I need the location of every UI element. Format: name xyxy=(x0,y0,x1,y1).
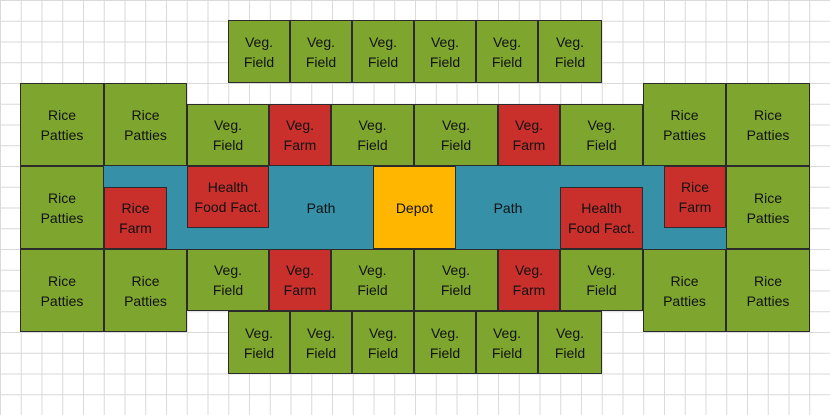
rice-patties-tile: Rice Patties xyxy=(20,166,104,249)
rice-farm-tile: Rice Farm xyxy=(664,166,726,228)
veg-field-tile: Veg. Field xyxy=(352,20,414,83)
veg-field-tile: Veg. Field xyxy=(538,20,602,83)
rice-patties-tile: Rice Patties xyxy=(104,249,187,332)
rice-patties-tile: Rice Patties xyxy=(104,83,187,166)
veg-farm-tile: Veg. Farm xyxy=(498,104,560,166)
veg-field-tile: Veg. Field xyxy=(290,20,352,83)
veg-field-tile: Veg. Field xyxy=(476,20,538,83)
veg-field-tile: Veg. Field xyxy=(228,20,290,83)
veg-farm-tile: Veg. Farm xyxy=(269,104,331,166)
veg-field-tile: Veg. Field xyxy=(352,311,414,374)
path-label-right: Path xyxy=(493,199,523,216)
veg-field-tile: Veg. Field xyxy=(414,20,476,83)
rice-patties-tile: Rice Patties xyxy=(643,83,726,166)
health-food-fact-tile: Health Food Fact. xyxy=(560,187,643,249)
veg-field-tile: Veg. Field xyxy=(414,249,498,311)
veg-field-tile: Veg. Field xyxy=(187,249,269,311)
veg-farm-tile: Veg. Farm xyxy=(269,249,331,311)
veg-farm-tile: Veg. Farm xyxy=(498,249,560,311)
veg-field-tile: Veg. Field xyxy=(560,249,643,311)
veg-field-tile: Veg. Field xyxy=(538,311,602,374)
veg-field-tile: Veg. Field xyxy=(187,104,269,166)
veg-field-tile: Veg. Field xyxy=(560,104,643,166)
rice-patties-tile: Rice Patties xyxy=(726,166,810,249)
health-food-fact-tile: Health Food Fact. xyxy=(187,166,269,228)
rice-patties-tile: Rice Patties xyxy=(643,249,726,332)
veg-field-tile: Veg. Field xyxy=(331,104,414,166)
veg-field-tile: Veg. Field xyxy=(476,311,538,374)
rice-farm-tile: Rice Farm xyxy=(104,187,167,249)
veg-field-tile: Veg. Field xyxy=(290,311,352,374)
veg-field-tile: Veg. Field xyxy=(228,311,290,374)
depot-tile: Depot xyxy=(373,166,456,249)
veg-field-tile: Veg. Field xyxy=(331,249,414,311)
veg-field-tile: Veg. Field xyxy=(414,104,498,166)
rice-patties-tile: Rice Patties xyxy=(726,249,810,332)
rice-patties-tile: Rice Patties xyxy=(20,249,104,332)
rice-patties-tile: Rice Patties xyxy=(20,83,104,166)
rice-patties-tile: Rice Patties xyxy=(726,83,810,166)
path-label-left: Path xyxy=(306,199,336,216)
veg-field-tile: Veg. Field xyxy=(414,311,476,374)
